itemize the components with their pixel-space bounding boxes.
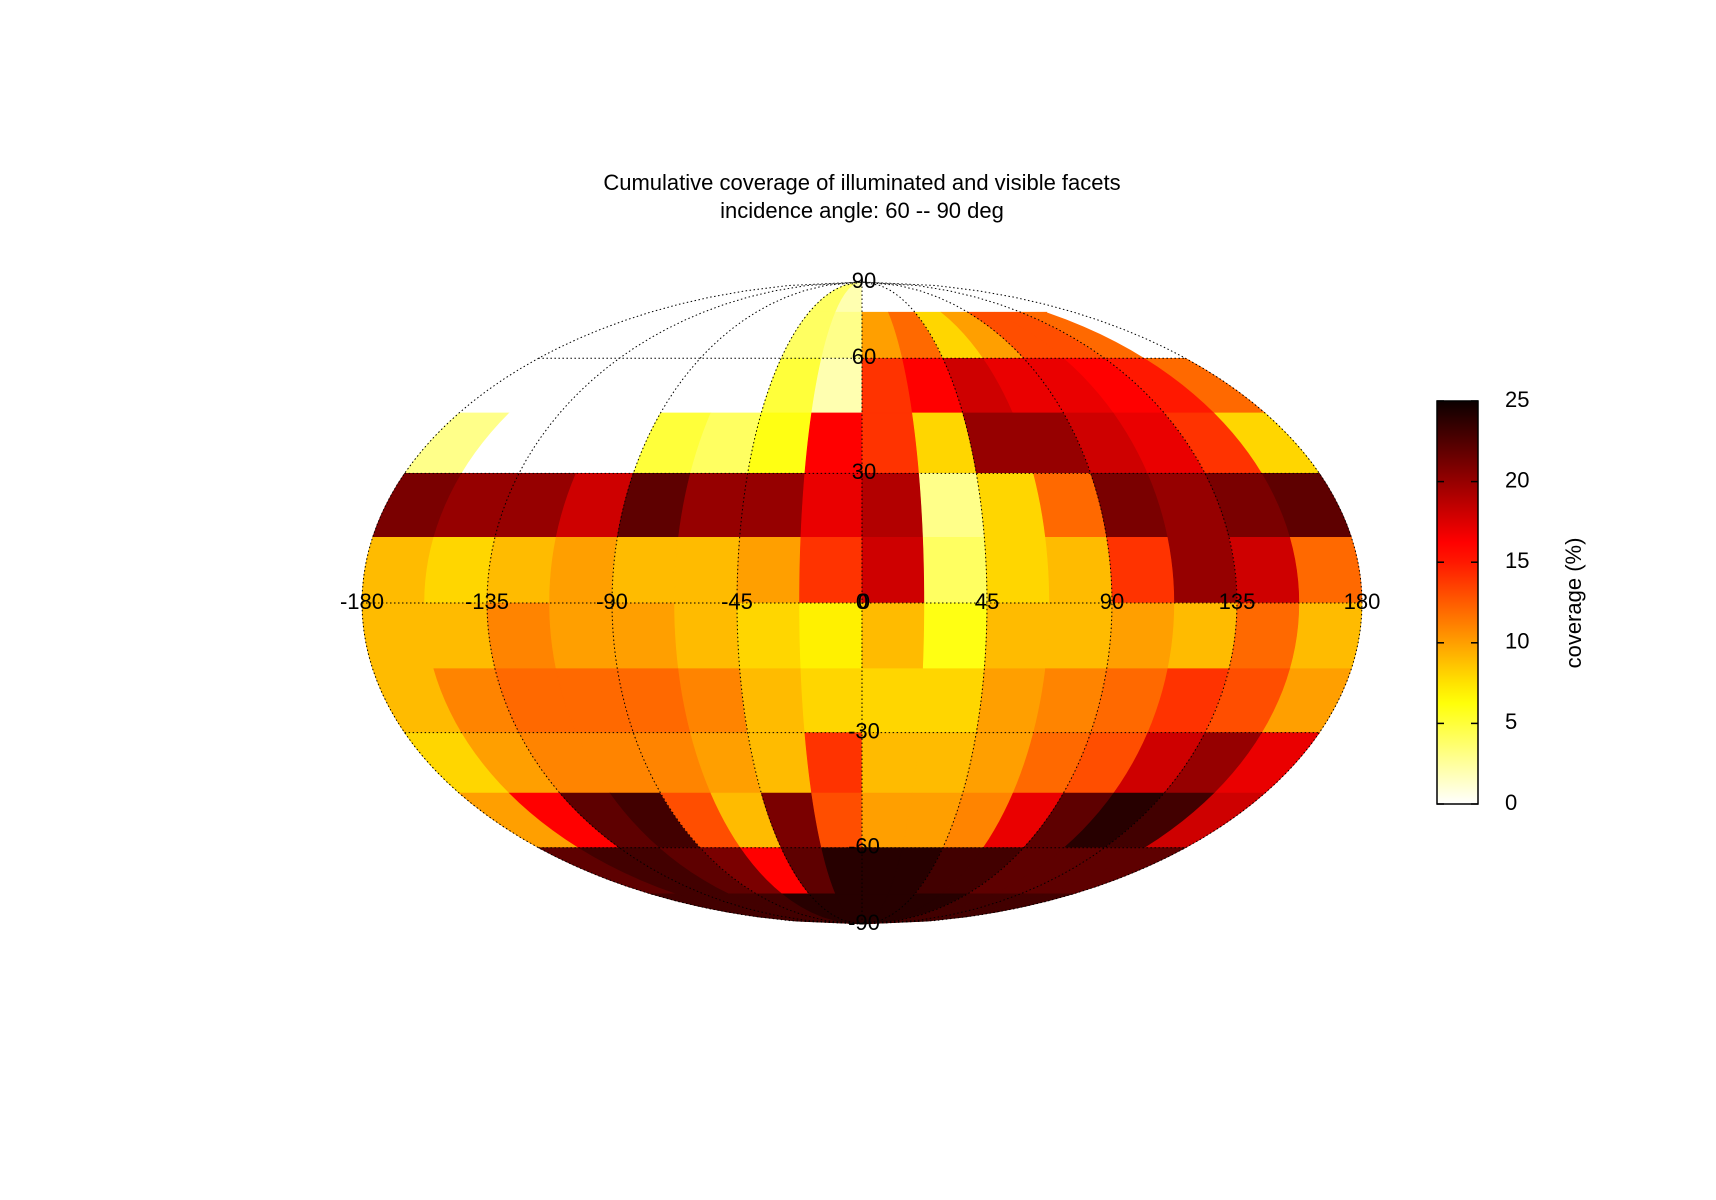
x-tick-label: 135 xyxy=(1219,589,1256,614)
y-tick-label: -90 xyxy=(848,910,880,935)
coverage-cell xyxy=(799,536,863,604)
x-tick-label: -180 xyxy=(340,589,384,614)
y-tick-label: -30 xyxy=(848,718,880,743)
coverage-cell xyxy=(975,473,1046,538)
x-tick-label: 45 xyxy=(975,589,999,614)
colorbar-tick-label: 0 xyxy=(1505,790,1517,815)
x-tick-label: -90 xyxy=(596,589,628,614)
meridian-grid-line xyxy=(861,281,1363,925)
meridian-grid-line xyxy=(486,281,863,925)
colorbar-tick-label: 25 xyxy=(1505,387,1529,412)
colorbar xyxy=(1436,400,1479,805)
colorbar-tick-label: 10 xyxy=(1505,629,1529,654)
coverage-cell xyxy=(861,602,925,670)
y-tick-label: 60 xyxy=(852,344,876,369)
meridian-grid-line xyxy=(861,281,1113,925)
colorbar-tick-label: 5 xyxy=(1505,709,1517,734)
y-tick-label: 90 xyxy=(852,268,876,293)
coverage-cell xyxy=(799,602,863,670)
coverage-cell xyxy=(739,668,806,733)
x-tick-label: 90 xyxy=(1100,589,1124,614)
y-tick-label: 0 xyxy=(858,589,870,614)
colorbar-label: coverage (%) xyxy=(1561,538,1586,669)
chart-title: Cumulative coverage of illuminated and v… xyxy=(603,170,1120,195)
y-tick-label: 30 xyxy=(852,459,876,484)
coverage-cell xyxy=(861,536,925,604)
coverage-cell xyxy=(918,473,985,538)
map-cells xyxy=(361,281,1363,925)
x-tick-label: -45 xyxy=(721,589,753,614)
chart-subtitle: incidence angle: 60 -- 90 deg xyxy=(720,198,1004,223)
y-tick-label: -60 xyxy=(848,834,880,859)
x-tick-label: 180 xyxy=(1344,589,1381,614)
coverage-cell xyxy=(678,473,749,538)
meridian-grid-line xyxy=(861,281,1238,925)
coverage-cell xyxy=(861,893,1074,925)
coverage-cell xyxy=(975,668,1046,733)
x-tick-label: 0 xyxy=(856,589,868,614)
coverage-cell xyxy=(739,473,806,538)
meridian-grid-line xyxy=(611,281,863,925)
meridian-grid-line xyxy=(361,281,863,925)
meridian-grid-line xyxy=(861,281,988,925)
colorbar-tick-label: 20 xyxy=(1505,467,1529,492)
x-tick-label: -135 xyxy=(465,589,509,614)
coverage-cell xyxy=(918,668,985,733)
meridian-grid-line xyxy=(736,281,863,925)
coverage-cell xyxy=(678,668,749,733)
colorbar-tick-label: 15 xyxy=(1505,548,1529,573)
